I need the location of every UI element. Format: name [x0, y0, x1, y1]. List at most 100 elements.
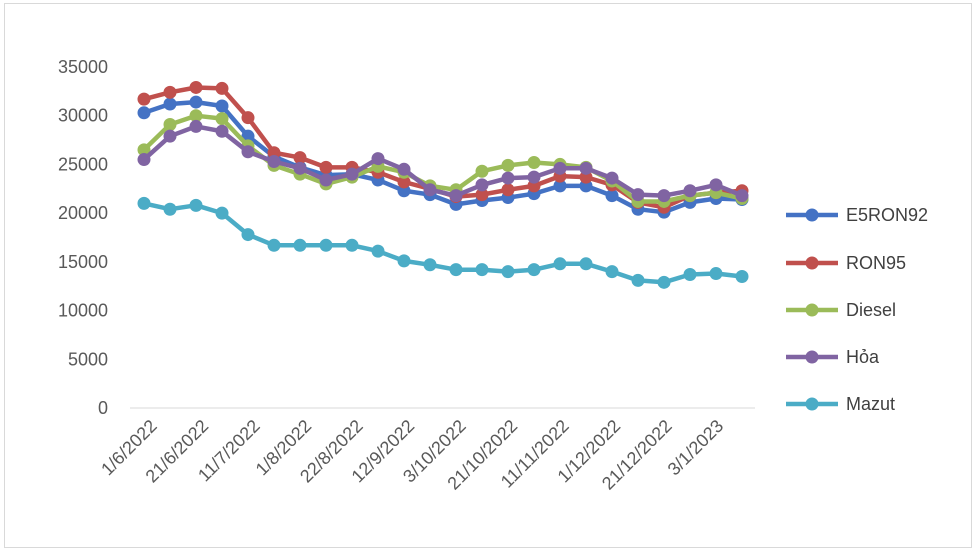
legend-swatch-marker: [805, 208, 819, 222]
data-point: [605, 171, 619, 185]
data-point: [657, 275, 671, 289]
data-point: [631, 273, 645, 287]
data-point: [267, 155, 281, 169]
data-point: [137, 106, 151, 120]
data-point: [163, 97, 177, 111]
data-point: [397, 162, 411, 176]
y-tick-label: 10000: [58, 301, 108, 321]
data-point: [579, 257, 593, 271]
data-point: [553, 179, 567, 193]
legend-label: Diesel: [846, 300, 896, 320]
data-point: [449, 263, 463, 277]
data-point: [137, 143, 151, 157]
data-point: [215, 206, 229, 220]
data-point: [319, 173, 333, 187]
data-point: [241, 228, 255, 242]
data-point: [735, 269, 749, 283]
data-point: [735, 189, 749, 203]
data-point: [475, 178, 489, 192]
legend-swatch-marker: [805, 256, 819, 270]
series-line: [141, 113, 745, 204]
data-point: [605, 265, 619, 279]
legend-label: RON95: [846, 253, 906, 273]
legend: E5RON92 RON95 Diesel Hỏa Mazut: [786, 205, 928, 414]
legend-item: RON95: [786, 253, 906, 273]
data-point: [215, 81, 229, 95]
legend-swatch-marker: [805, 303, 819, 317]
data-point: [189, 109, 203, 123]
legend-item: Hỏa: [786, 347, 880, 367]
data-point: [683, 268, 697, 282]
legend-label: Mazut: [846, 394, 895, 414]
legend-item: E5RON92: [786, 205, 928, 225]
y-tick-label: 15000: [58, 252, 108, 272]
data-point: [215, 124, 229, 138]
legend-swatch-marker: [805, 350, 819, 364]
data-point: [189, 119, 203, 133]
data-point: [657, 189, 671, 203]
data-point: [475, 164, 489, 178]
data-point: [241, 145, 255, 159]
y-axis-ticks: 0 5000 10000 15000 20000 25000 30000 35000: [58, 57, 108, 418]
data-point: [345, 167, 359, 181]
data-point: [371, 152, 385, 166]
data-point: [631, 188, 645, 202]
series-h-a: [137, 119, 749, 203]
data-point: [423, 258, 437, 272]
data-point: [241, 111, 255, 125]
data-point: [163, 129, 177, 143]
data-point: [345, 238, 359, 252]
data-point: [189, 198, 203, 212]
data-point: [293, 151, 307, 165]
data-point: [501, 265, 515, 279]
y-tick-label: 5000: [68, 349, 108, 369]
series-lines: [137, 80, 749, 289]
data-point: [475, 188, 489, 202]
legend-item: Diesel: [786, 300, 896, 320]
data-point: [137, 153, 151, 167]
data-point: [293, 161, 307, 175]
data-point: [709, 178, 723, 192]
data-point: [319, 238, 333, 252]
data-point: [137, 92, 151, 106]
data-point: [215, 99, 229, 113]
data-point: [527, 263, 541, 277]
data-point: [189, 95, 203, 109]
data-point: [189, 80, 203, 94]
data-point: [397, 175, 411, 189]
data-point: [501, 171, 515, 185]
data-point: [501, 183, 515, 197]
data-point: [137, 196, 151, 210]
data-point: [293, 238, 307, 252]
data-point: [501, 158, 515, 172]
data-point: [163, 117, 177, 131]
legend-item: Mazut: [786, 394, 895, 414]
legend-swatch-marker: [805, 397, 819, 411]
data-point: [423, 183, 437, 197]
legend-label: E5RON92: [846, 205, 928, 225]
data-point: [605, 189, 619, 203]
data-point: [709, 267, 723, 281]
data-point: [475, 263, 489, 277]
data-point: [579, 161, 593, 175]
data-point: [683, 184, 697, 198]
data-point: [449, 189, 463, 203]
series-line: [141, 124, 745, 198]
y-tick-label: 0: [98, 398, 108, 418]
data-point: [319, 160, 333, 174]
x-tick-label: 3/1/2023: [664, 416, 728, 480]
data-point: [215, 112, 229, 126]
data-point: [267, 238, 281, 252]
data-point: [553, 257, 567, 271]
data-point: [371, 244, 385, 258]
y-tick-label: 30000: [58, 106, 108, 126]
series-mazut: [137, 196, 749, 289]
data-point: [527, 170, 541, 184]
x-axis-ticks: 1/6/202221/6/202211/7/20221/8/202222/8/2…: [97, 416, 727, 494]
series-line: [141, 201, 745, 285]
data-point: [163, 202, 177, 216]
y-tick-label: 35000: [58, 57, 108, 77]
y-tick-label: 20000: [58, 203, 108, 223]
data-point: [527, 155, 541, 169]
